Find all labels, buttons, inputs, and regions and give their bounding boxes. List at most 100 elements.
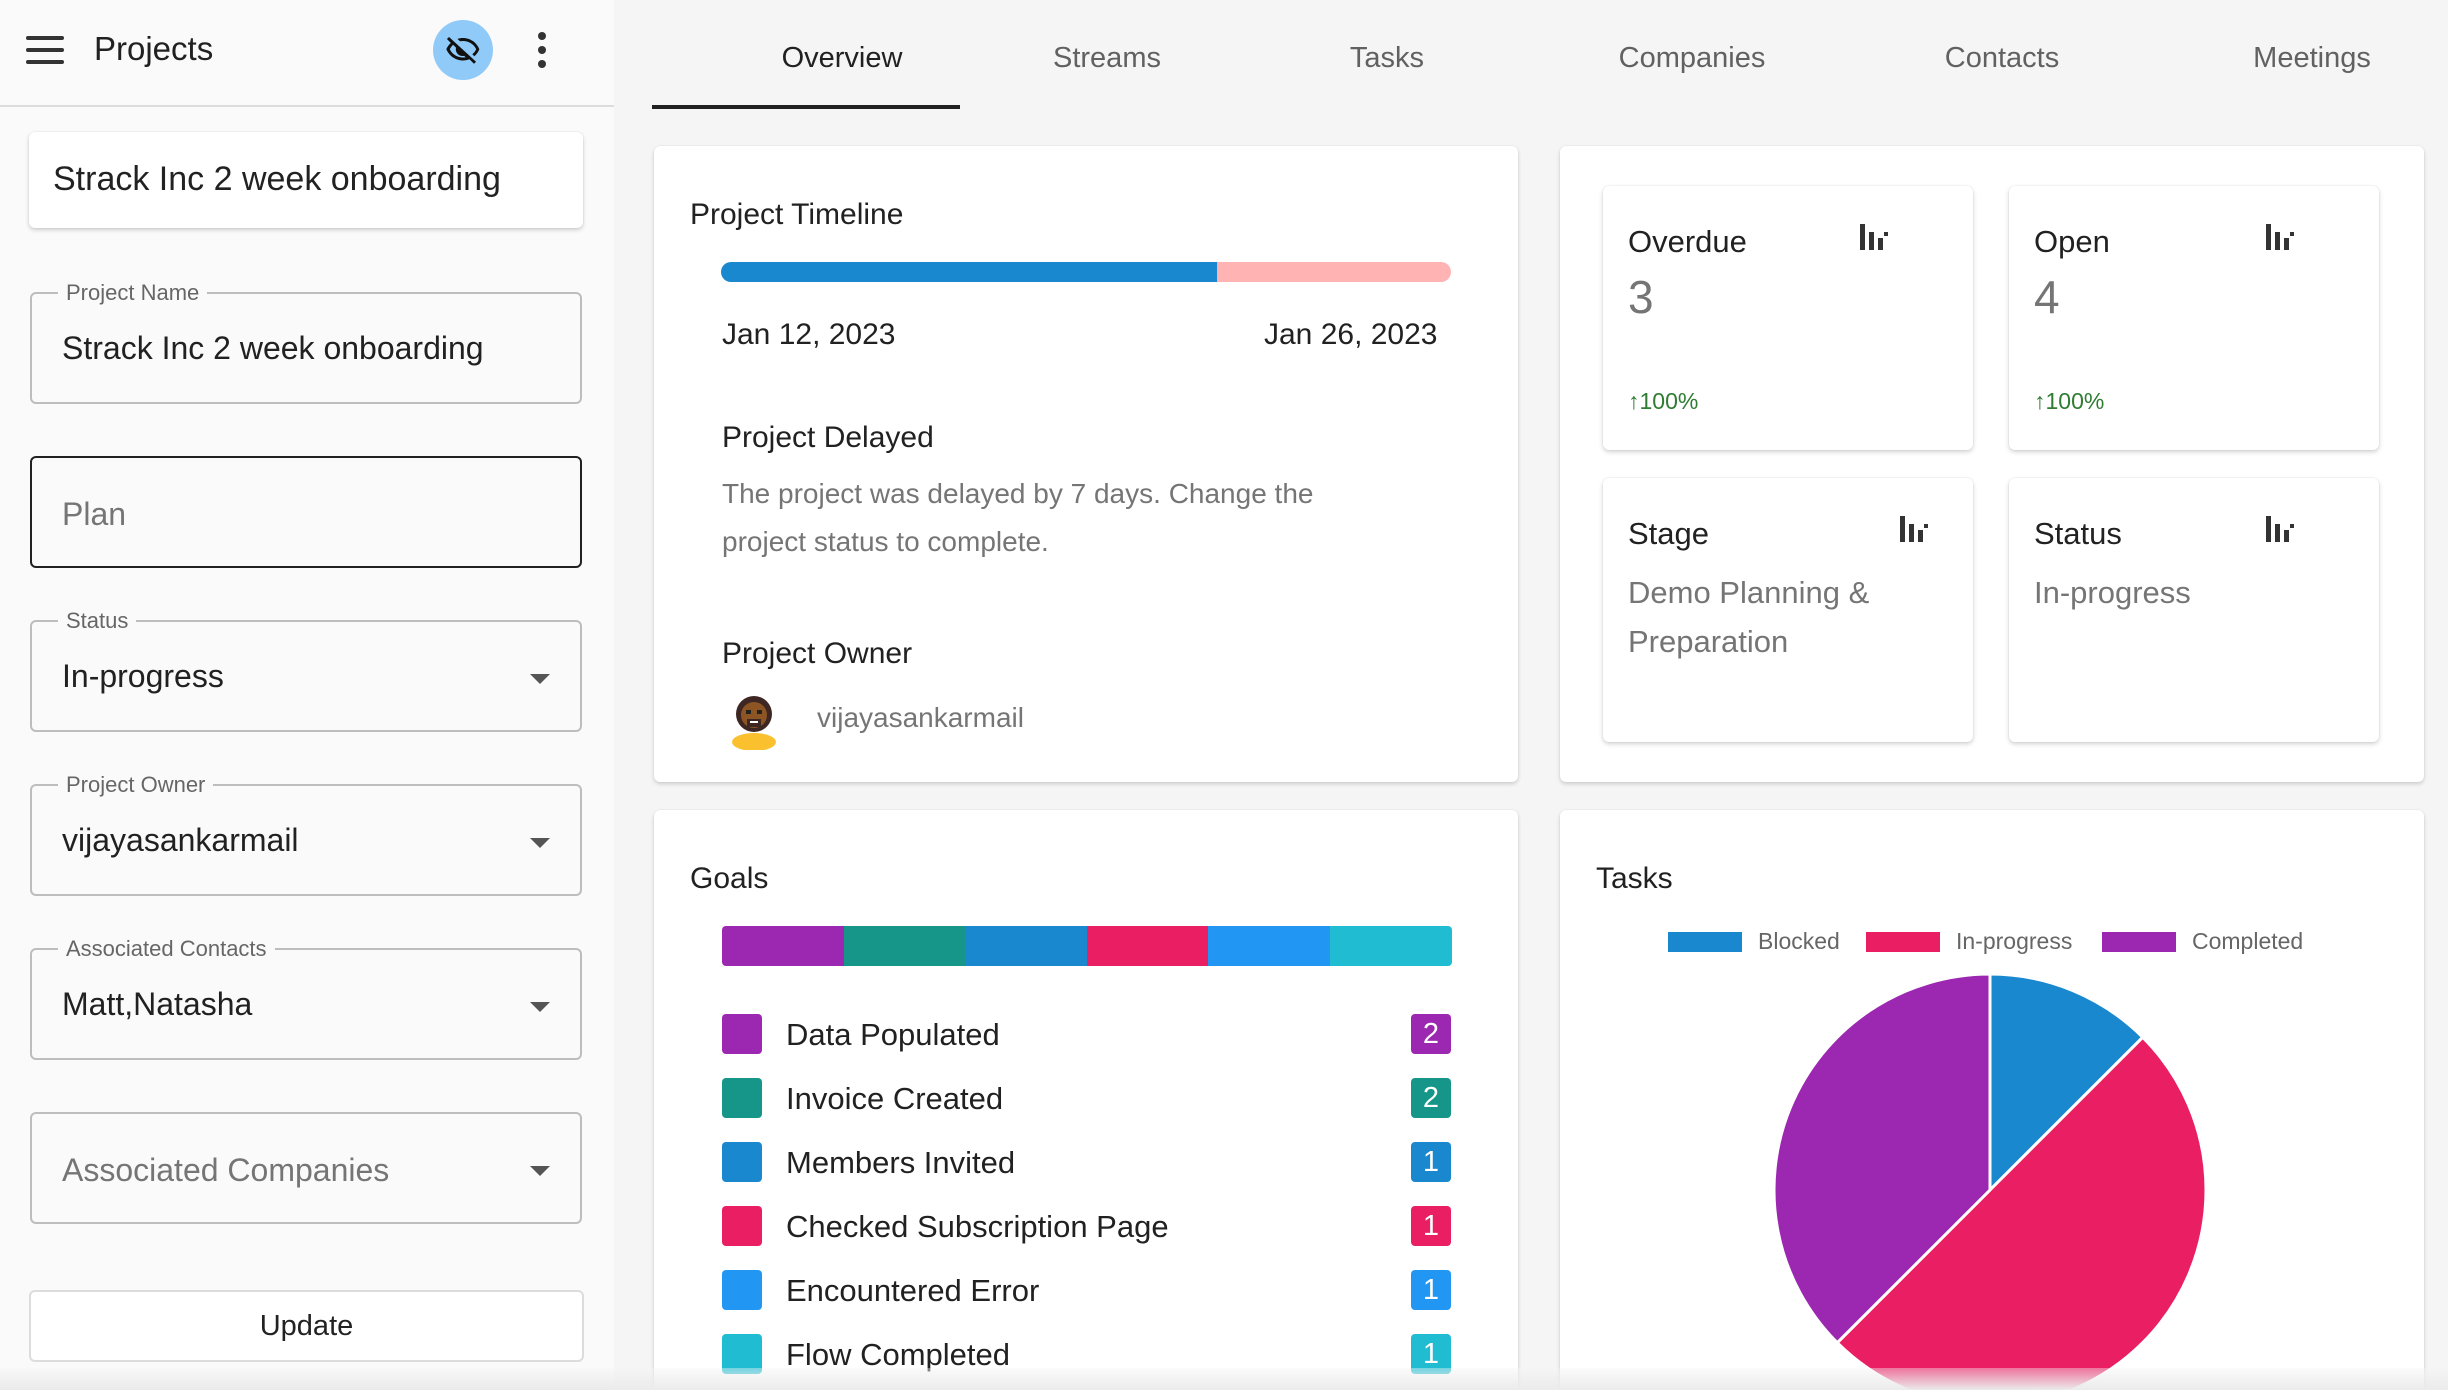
goal-bar-segment xyxy=(1208,926,1330,966)
pie-slice-blocked[interactable] xyxy=(1988,972,2145,1194)
overdue-value: 3 xyxy=(1628,271,1654,323)
overdue-title: Overdue xyxy=(1628,224,1747,259)
update-button[interactable]: Update xyxy=(29,1290,584,1362)
timeline-progress-bar xyxy=(721,262,1217,282)
hamburger-menu-icon[interactable] xyxy=(26,36,64,64)
bar-chart-icon[interactable] xyxy=(2266,514,2294,542)
bottom-shadow xyxy=(0,1368,2448,1390)
legend-label: In-progress xyxy=(1956,928,2073,954)
goal-row[interactable]: Flow Completed 1 xyxy=(722,1334,1451,1374)
goal-color-swatch xyxy=(722,1014,762,1054)
status-value: In-progress xyxy=(62,658,224,694)
tab-companies[interactable]: Companies xyxy=(1618,42,1766,74)
bar-chart-icon[interactable] xyxy=(1900,514,1928,542)
status-select[interactable]: Status In-progress xyxy=(30,608,582,732)
goal-bar-segment xyxy=(843,926,966,966)
stage-title: Stage xyxy=(1628,516,1710,551)
owner-avatar xyxy=(732,696,776,750)
bar-chart-icon[interactable] xyxy=(2266,222,2294,250)
visibility-off-button[interactable] xyxy=(433,20,493,80)
stage-value: Demo Planning & Preparation xyxy=(1628,568,1918,666)
goal-label: Invoice Created xyxy=(786,1081,1004,1116)
project-owner-select[interactable]: Project Owner vijayasankarmail xyxy=(30,772,582,896)
legend-swatch xyxy=(1668,932,1742,952)
goal-color-swatch xyxy=(722,1206,762,1246)
associated-companies-placeholder: Associated Companies xyxy=(62,1152,390,1188)
legend-swatch xyxy=(1866,932,1940,952)
associated-companies-select[interactable]: Associated Companies xyxy=(30,1112,582,1224)
tasks-pie-chart xyxy=(1772,972,2208,1390)
eye-off-icon xyxy=(446,36,480,64)
open-stat[interactable]: Open 4 ↑100% xyxy=(2009,186,2379,450)
stage-stat[interactable]: Stage Demo Planning & Preparation xyxy=(1603,478,1973,742)
status-title: Status xyxy=(2034,516,2122,551)
goal-count-badge: 1 xyxy=(1411,1334,1451,1374)
timeline-end-date: Jan 26, 2023 xyxy=(1264,318,1438,351)
tab-streams[interactable]: Streams xyxy=(1053,42,1161,74)
overdue-change-value: 100% xyxy=(1639,388,1699,414)
goal-count-badge: 1 xyxy=(1411,1206,1451,1246)
project-timeline-card xyxy=(654,146,1518,782)
goal-color-swatch xyxy=(722,1142,762,1182)
open-value: 4 xyxy=(2034,271,2060,323)
more-options-button[interactable] xyxy=(522,28,562,72)
status-stat[interactable]: Status In-progress xyxy=(2009,478,2379,742)
goal-label: Checked Subscription Page xyxy=(786,1209,1169,1244)
plan-field[interactable]: Plan xyxy=(30,456,582,568)
goal-bar-segment xyxy=(722,926,844,966)
pie-slice-in-progress[interactable] xyxy=(1835,1035,2208,1390)
timeline-remaining-bar xyxy=(1217,262,1451,282)
goals-title: Goals xyxy=(690,862,769,895)
project-timeline-title: Project Timeline xyxy=(690,198,904,231)
dropdown-arrow-icon xyxy=(530,674,550,684)
open-change-value: 100% xyxy=(2045,388,2105,414)
goal-row[interactable]: Invoice Created 2 xyxy=(722,1078,1451,1118)
goal-color-swatch xyxy=(722,1078,762,1118)
goal-label: Members Invited xyxy=(786,1145,1016,1180)
goal-count-badge: 1 xyxy=(1411,1142,1451,1182)
pie-slice-completed[interactable] xyxy=(1772,972,1992,1345)
project-owner-label: Project Owner xyxy=(58,772,214,798)
project-owner-value: vijayasankarmail xyxy=(62,822,299,858)
project-delayed-message-line2: project status to complete. xyxy=(722,526,1049,557)
main-tabs: Overview Streams Tasks Companies Contact… xyxy=(652,0,2448,110)
open-title: Open xyxy=(2034,224,2110,259)
dropdown-arrow-icon xyxy=(530,1002,550,1012)
project-name-field[interactable]: Project Name Strack Inc 2 week onboardin… xyxy=(30,280,582,404)
status-value: In-progress xyxy=(2034,575,2191,610)
bar-chart-icon[interactable] xyxy=(1860,222,1888,250)
goal-bar-segment xyxy=(1329,926,1452,966)
goal-row[interactable]: Members Invited 1 xyxy=(722,1142,1451,1182)
tab-meetings[interactable]: Meetings xyxy=(2253,42,2371,74)
overdue-change: ↑100% xyxy=(1628,388,1698,415)
goal-label: Encountered Error xyxy=(786,1273,1040,1308)
tab-tasks[interactable]: Tasks xyxy=(1349,42,1425,74)
goal-row[interactable]: Encountered Error 1 xyxy=(722,1270,1451,1310)
legend-label: Blocked xyxy=(1758,928,1840,954)
goal-row[interactable]: Checked Subscription Page 1 xyxy=(722,1206,1451,1246)
dropdown-arrow-icon xyxy=(530,1166,550,1176)
project-delayed-title: Project Delayed xyxy=(722,421,934,454)
project-heading: Strack Inc 2 week onboarding xyxy=(53,160,501,198)
status-label: Status xyxy=(58,608,137,634)
open-change: ↑100% xyxy=(2034,388,2104,415)
goal-label: Data Populated xyxy=(786,1017,1000,1052)
project-heading-card: Strack Inc 2 week onboarding xyxy=(29,132,583,228)
tab-contacts[interactable]: Contacts xyxy=(1944,42,2060,74)
project-owner-name: vijayasankarmail xyxy=(817,702,1024,733)
stage-value-line2: Preparation xyxy=(1628,624,1789,659)
sidebar-header: Projects xyxy=(0,0,614,107)
plan-placeholder: Plan xyxy=(62,496,127,532)
goal-color-swatch xyxy=(722,1270,762,1310)
arrow-up-icon: ↑ xyxy=(2034,388,2046,414)
associated-contacts-label: Associated Contacts xyxy=(58,936,275,962)
associated-contacts-select[interactable]: Associated Contacts Matt,Natasha xyxy=(30,936,582,1060)
project-name-value: Strack Inc 2 week onboarding xyxy=(62,330,484,366)
arrow-up-icon: ↑ xyxy=(1628,388,1640,414)
goal-row[interactable]: Data Populated 2 xyxy=(722,1014,1451,1054)
tasks-chart-title: Tasks xyxy=(1596,862,1673,895)
tab-overview[interactable]: Overview xyxy=(781,42,903,74)
overdue-stat[interactable]: Overdue 3 ↑100% xyxy=(1603,186,1973,450)
legend-label: Completed xyxy=(2192,928,2304,954)
project-name-label: Project Name xyxy=(58,280,208,306)
